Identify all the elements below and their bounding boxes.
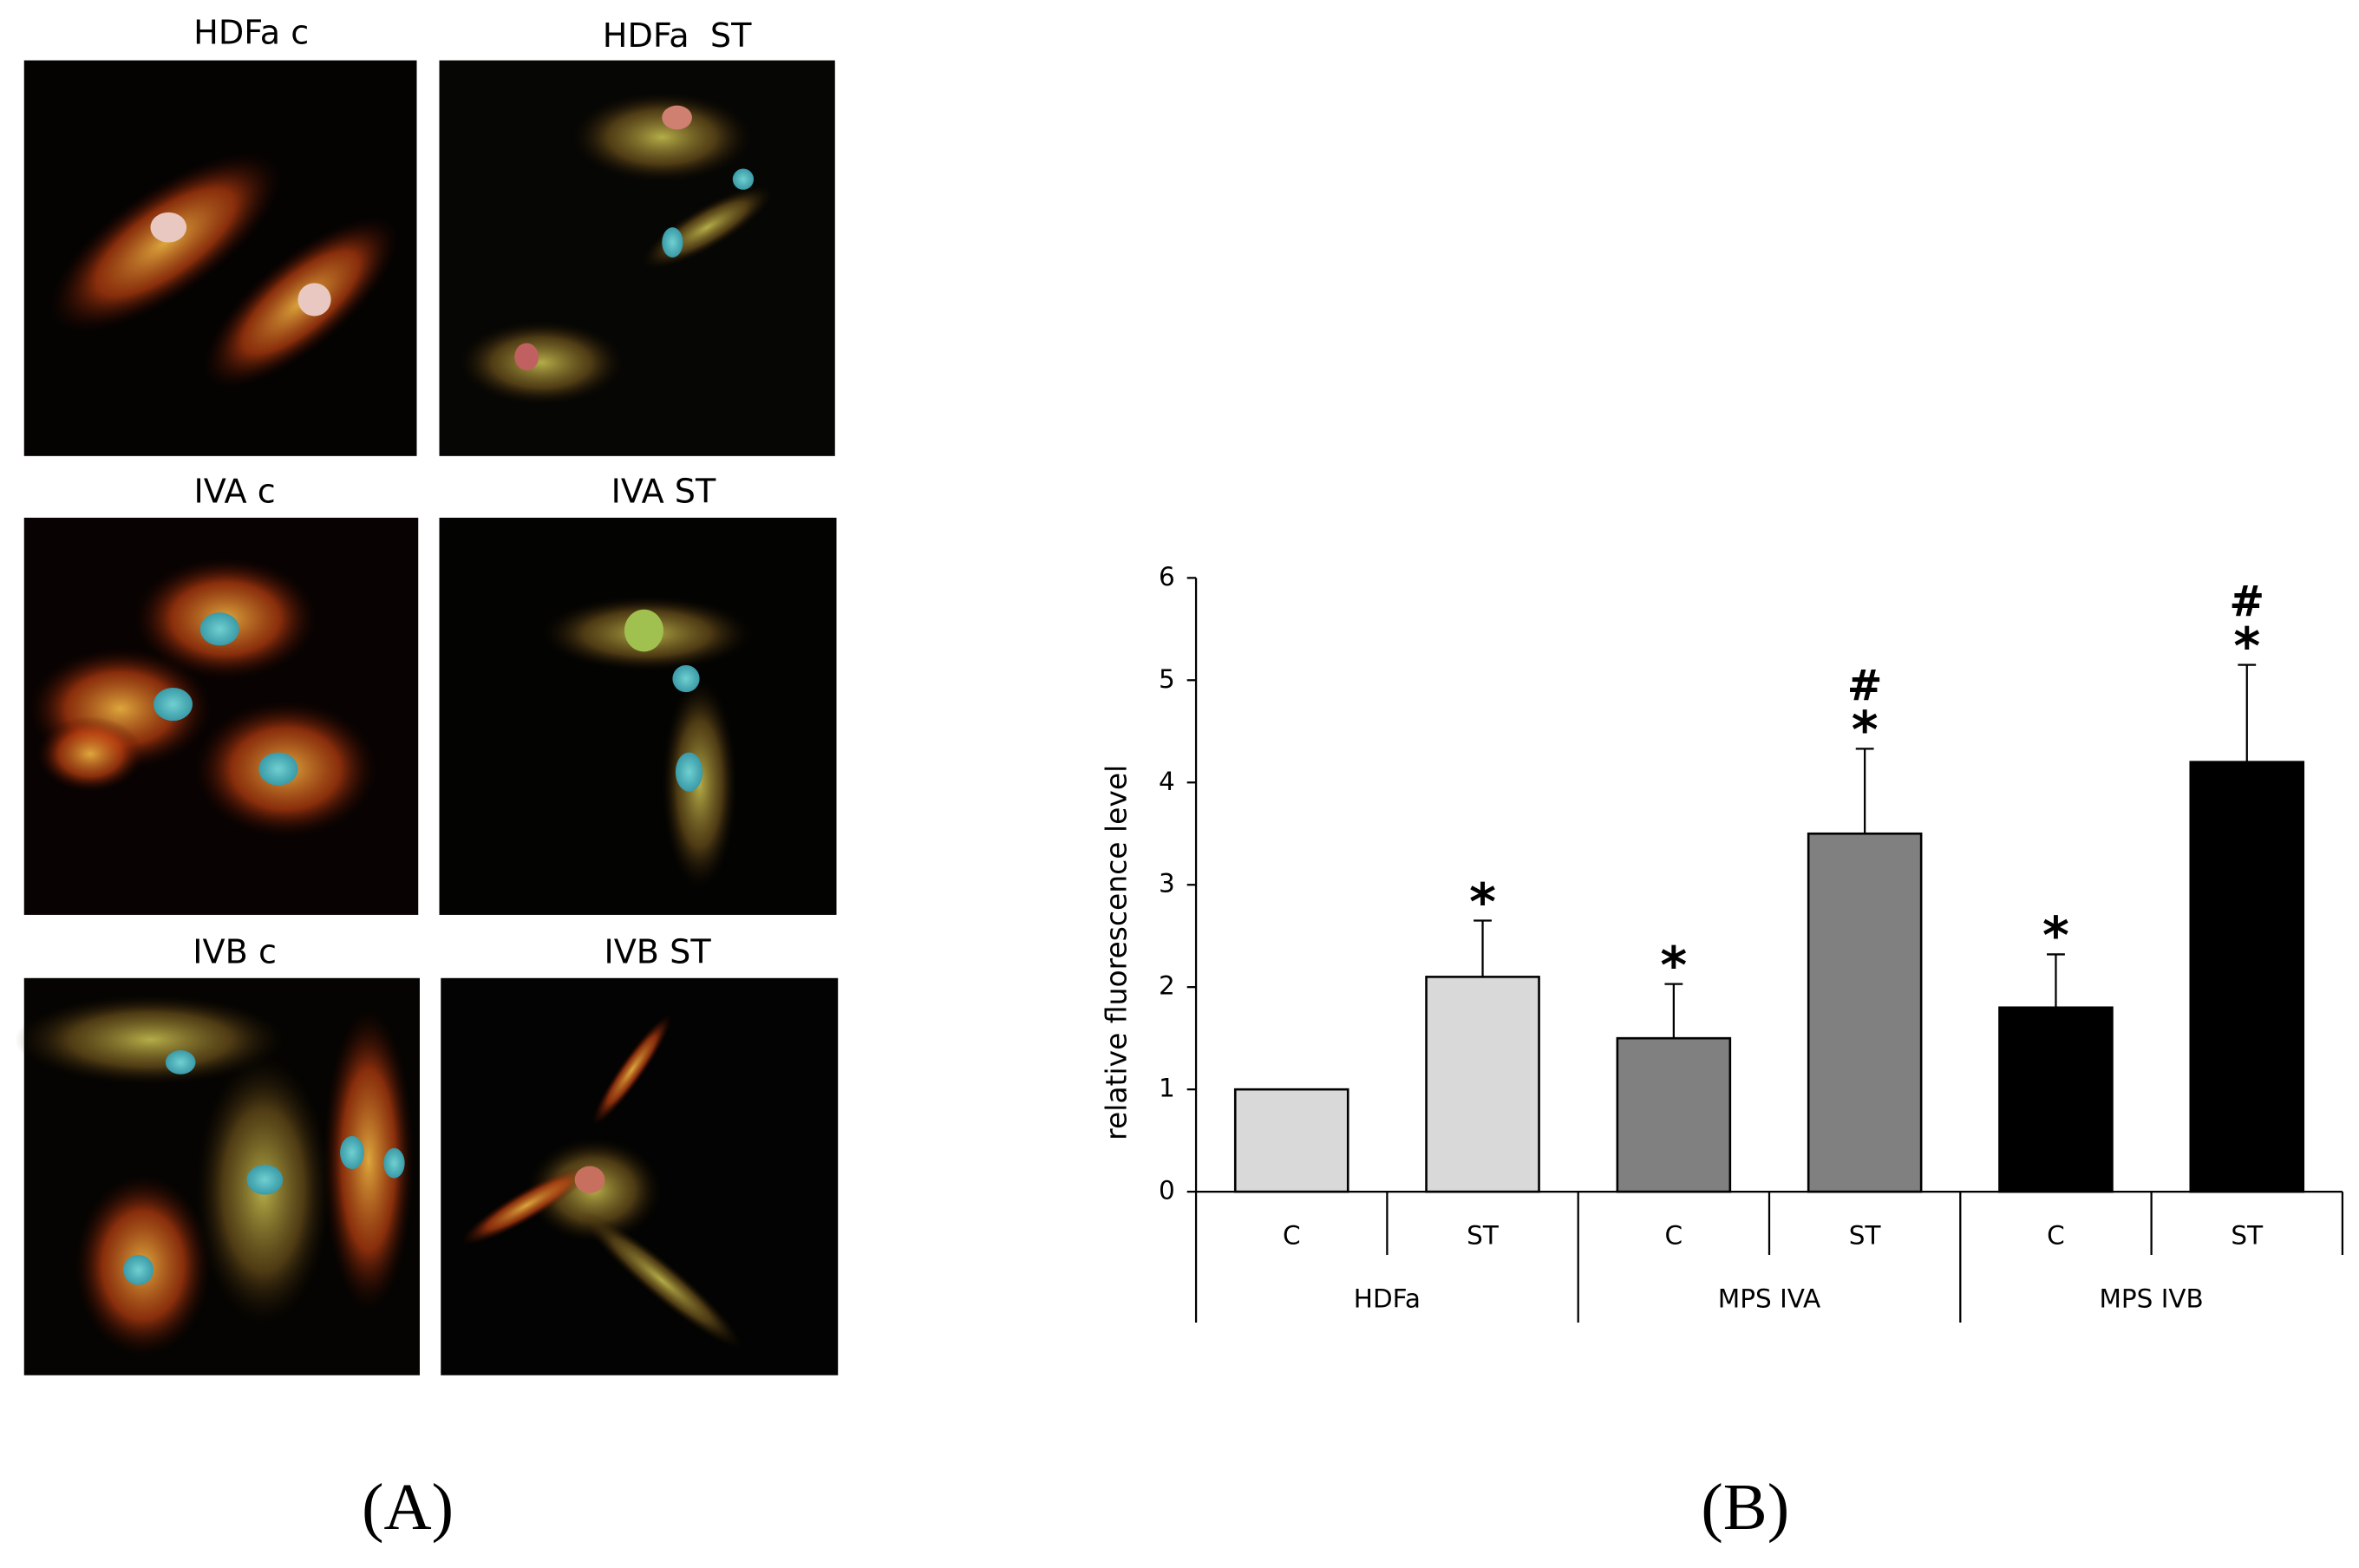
x-tick-label: C bbox=[1665, 1221, 1683, 1251]
micrograph bbox=[15, 977, 420, 1375]
x-tick-label: ST bbox=[1849, 1221, 1882, 1251]
panel-label: (A) bbox=[362, 1470, 454, 1544]
panel-label: (B) bbox=[1701, 1470, 1789, 1544]
x-tick-label: ST bbox=[2231, 1221, 2264, 1251]
image-title: IVA c bbox=[194, 473, 276, 511]
significance-marker: # bbox=[1847, 662, 1883, 710]
micrograph bbox=[23, 60, 417, 456]
y-tick-label: 5 bbox=[1159, 664, 1175, 694]
image-title: IVA ST bbox=[611, 473, 716, 511]
image-title: IVB ST bbox=[604, 933, 711, 971]
y-tick-label: 0 bbox=[1159, 1176, 1175, 1205]
micrograph bbox=[441, 977, 839, 1375]
micrograph bbox=[439, 60, 835, 456]
significance-marker: * bbox=[2233, 616, 2260, 676]
bar bbox=[1998, 1006, 2114, 1193]
bar bbox=[1425, 976, 1540, 1193]
y-axis-label: relative fluorescence level bbox=[1099, 765, 1133, 1140]
image-title: IVB c bbox=[193, 933, 277, 971]
bar bbox=[1616, 1036, 1732, 1193]
x-tick-label: C bbox=[1283, 1221, 1301, 1251]
group-label: MPS IVA bbox=[1718, 1284, 1820, 1314]
x-tick-label: C bbox=[2047, 1221, 2065, 1251]
image-title: HDFa ST bbox=[603, 16, 752, 55]
bar bbox=[1807, 832, 1923, 1193]
bar bbox=[1233, 1088, 1349, 1193]
y-tick-label: 2 bbox=[1159, 971, 1175, 1001]
micrograph bbox=[439, 517, 837, 915]
micrograph bbox=[23, 517, 419, 915]
image-title: HDFa c bbox=[193, 14, 309, 52]
y-tick-label: 4 bbox=[1159, 767, 1175, 796]
significance-marker: * bbox=[1852, 700, 1879, 760]
y-tick-label: 1 bbox=[1159, 1074, 1175, 1103]
chart: 0 1 2 3 4 5 6 relative fluorescence level HDFa MP… bbox=[1099, 562, 2344, 1323]
significance-marker: * bbox=[1660, 935, 1687, 995]
significance-marker: * bbox=[1469, 872, 1496, 931]
x-tick-label: ST bbox=[1467, 1221, 1500, 1251]
panel-a: HDFa c HDFa ST IVA c IVA ST IVB c IVB ST bbox=[15, 14, 839, 1375]
group-label: HDFa bbox=[1354, 1284, 1421, 1314]
y-tick-label: 3 bbox=[1159, 869, 1175, 898]
significance-marker: # bbox=[2229, 578, 2264, 626]
significance-marker: * bbox=[2042, 905, 2069, 965]
bar bbox=[2189, 761, 2305, 1193]
group-label: MPS IVB bbox=[2099, 1284, 2203, 1314]
y-tick-label: 6 bbox=[1159, 562, 1175, 591]
